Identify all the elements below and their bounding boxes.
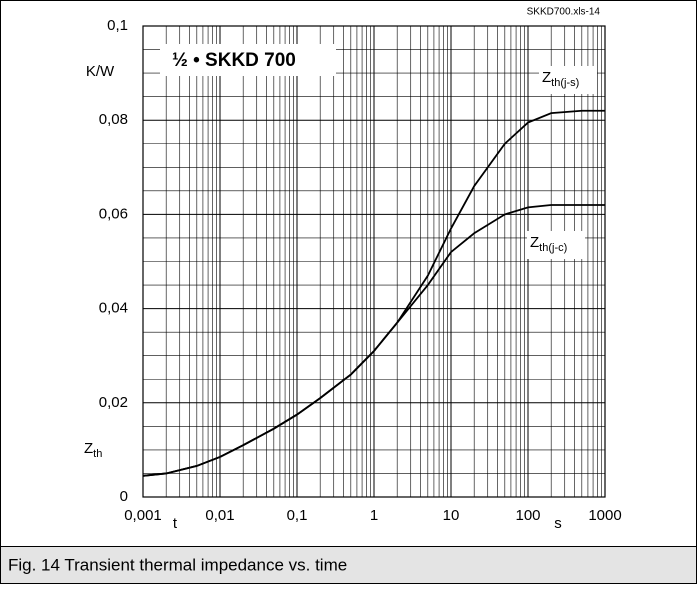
x-tick-label: 1000 [588, 507, 621, 524]
caption: Fig. 14 Transient thermal impedance vs. … [8, 555, 347, 574]
line [142, 204, 605, 477]
y-tick-label: 0,1 [107, 17, 128, 34]
curve-label: Zth(j-s) [542, 69, 579, 89]
x-tick-label: 0,1 [287, 507, 308, 524]
y-tick-label: 0,08 [99, 111, 128, 128]
y-tick-label: 0,02 [99, 394, 128, 411]
curve-label-box [539, 66, 597, 94]
chart-title: ½ • SKKD 700 [172, 50, 296, 71]
x-tick-label: 0,01 [205, 507, 234, 524]
title-box [160, 44, 336, 76]
x-tick-label: 100 [515, 507, 540, 524]
plot: 0,001 0,01 0,1 1 10 100 1000 0 0,02 0,04 0,06 0,08 0… [84, 7, 622, 532]
y-tick-label: 0,06 [99, 205, 128, 222]
x-tick-label: 0,001 [124, 507, 162, 524]
caption-bar [0, 546, 697, 584]
plot-border [142, 25, 606, 498]
curve-label-box [527, 231, 585, 259]
x-unit: s [554, 515, 562, 532]
curve-label: Zth(j-c) [530, 234, 567, 254]
file-label: SKKD700.xls-14 [527, 7, 601, 18]
x-label: t [173, 515, 178, 532]
y-tick-label: 0 [120, 488, 128, 505]
y-label: Zth [84, 440, 102, 460]
y-tick-label: 0,04 [99, 300, 128, 317]
x-tick-label: 10 [443, 507, 460, 524]
x-tick-label: 1 [370, 507, 378, 524]
y-unit: K/W [86, 63, 115, 80]
